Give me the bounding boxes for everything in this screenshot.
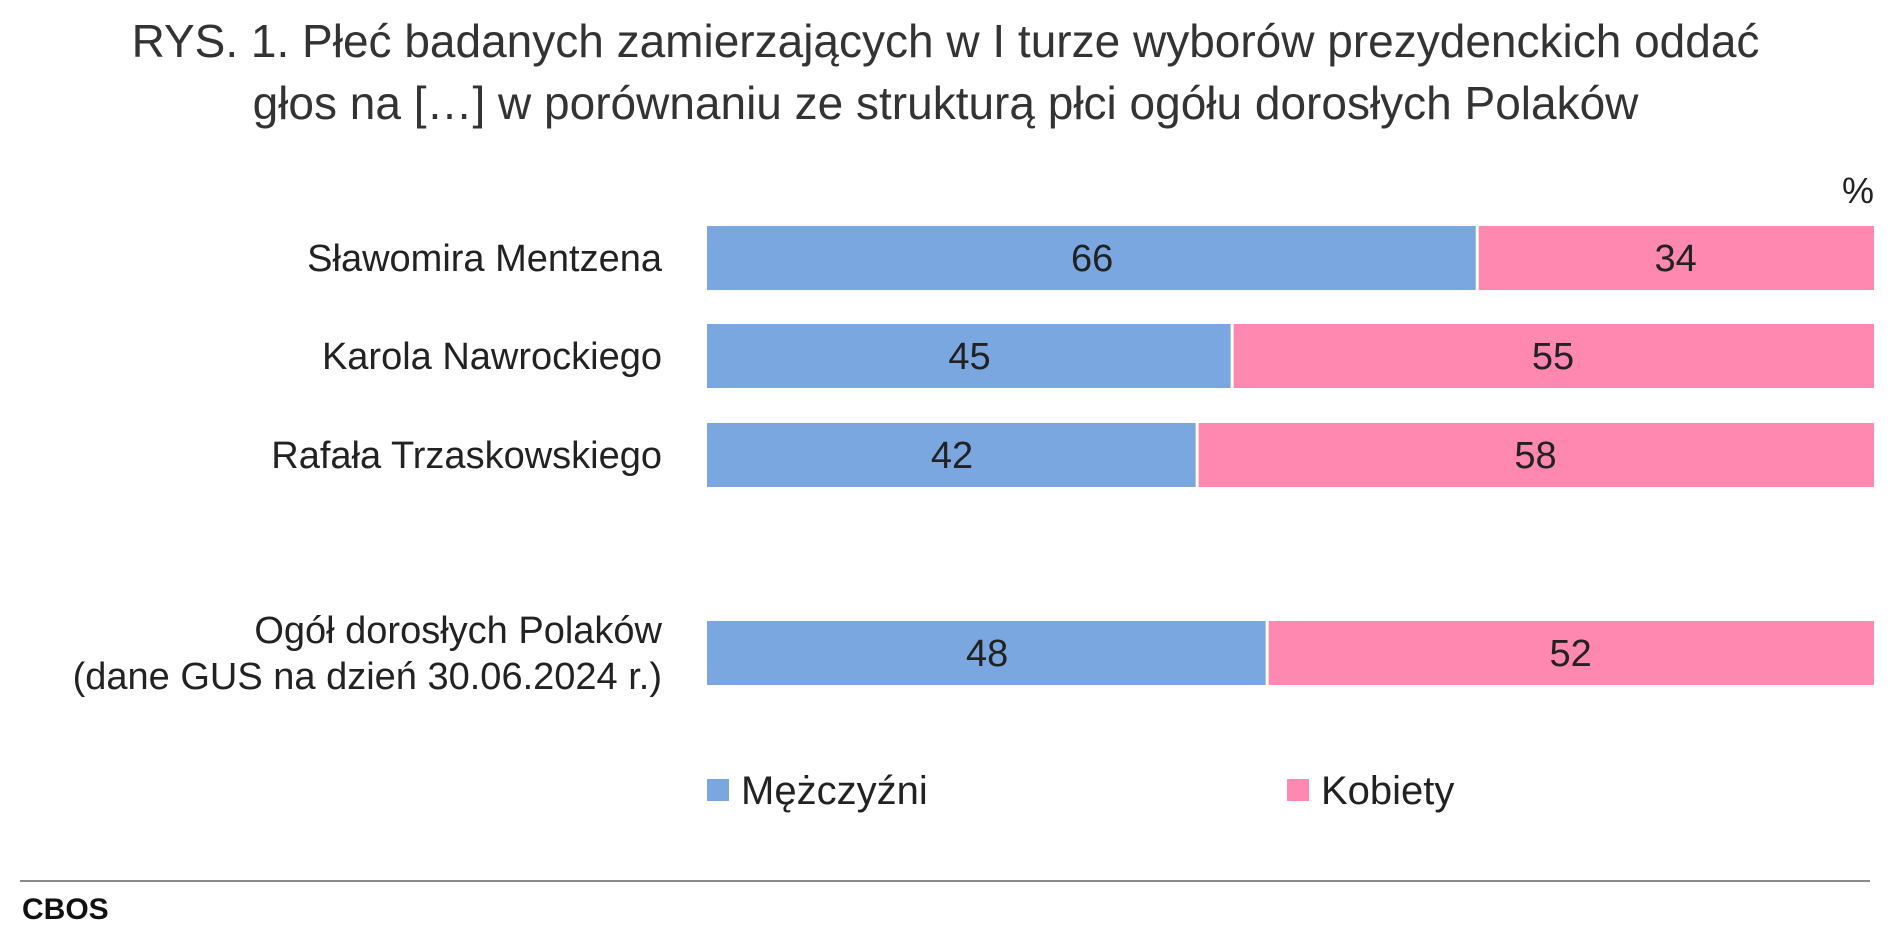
category-label: (dane GUS na dzień 30.06.2024 r.)	[73, 656, 662, 698]
bar-men	[707, 423, 1198, 487]
legend-label: Mężczyźni	[741, 769, 928, 813]
unit-label: %	[1842, 170, 1874, 211]
footer-divider	[20, 880, 1870, 882]
source-label: CBOS	[22, 893, 109, 926]
legend-label: Kobiety	[1321, 769, 1454, 813]
category-label: Sławomira Mentzena	[307, 238, 663, 280]
data-label: 45	[948, 336, 990, 378]
chart-title-line-1: RYS. 1. Płeć badanych zamierzających w I…	[131, 15, 1760, 67]
bar-men	[707, 621, 1268, 685]
chart-title: RYS. 1. Płeć badanych zamierzających w I…	[0, 10, 1891, 134]
bar-women	[1197, 423, 1874, 487]
data-label: 48	[966, 633, 1008, 675]
category-label: Rafała Trzaskowskiego	[271, 435, 662, 477]
bar-women	[1477, 226, 1874, 290]
chart-title-line-2: głos na […] w porównaniu ze strukturą pł…	[252, 77, 1639, 129]
data-label: 55	[1532, 336, 1574, 378]
category-label: Ogół dorosłych Polaków	[254, 610, 662, 652]
bar-women	[1267, 621, 1874, 685]
bar-men	[707, 324, 1233, 388]
data-label: 66	[1071, 238, 1113, 280]
legend-swatch	[1287, 779, 1309, 801]
bar-men	[707, 226, 1478, 290]
data-label: 58	[1514, 435, 1556, 477]
bar-women	[1232, 324, 1874, 388]
data-label: 34	[1654, 238, 1696, 280]
stacked-bar-chart: % Sławomira Mentzena 66 34 Karola Nawrockieg…	[73, 170, 1874, 813]
legend-swatch	[707, 779, 729, 801]
data-label: 42	[931, 435, 973, 477]
category-label: Karola Nawrockiego	[322, 336, 662, 378]
data-label: 52	[1549, 633, 1591, 675]
